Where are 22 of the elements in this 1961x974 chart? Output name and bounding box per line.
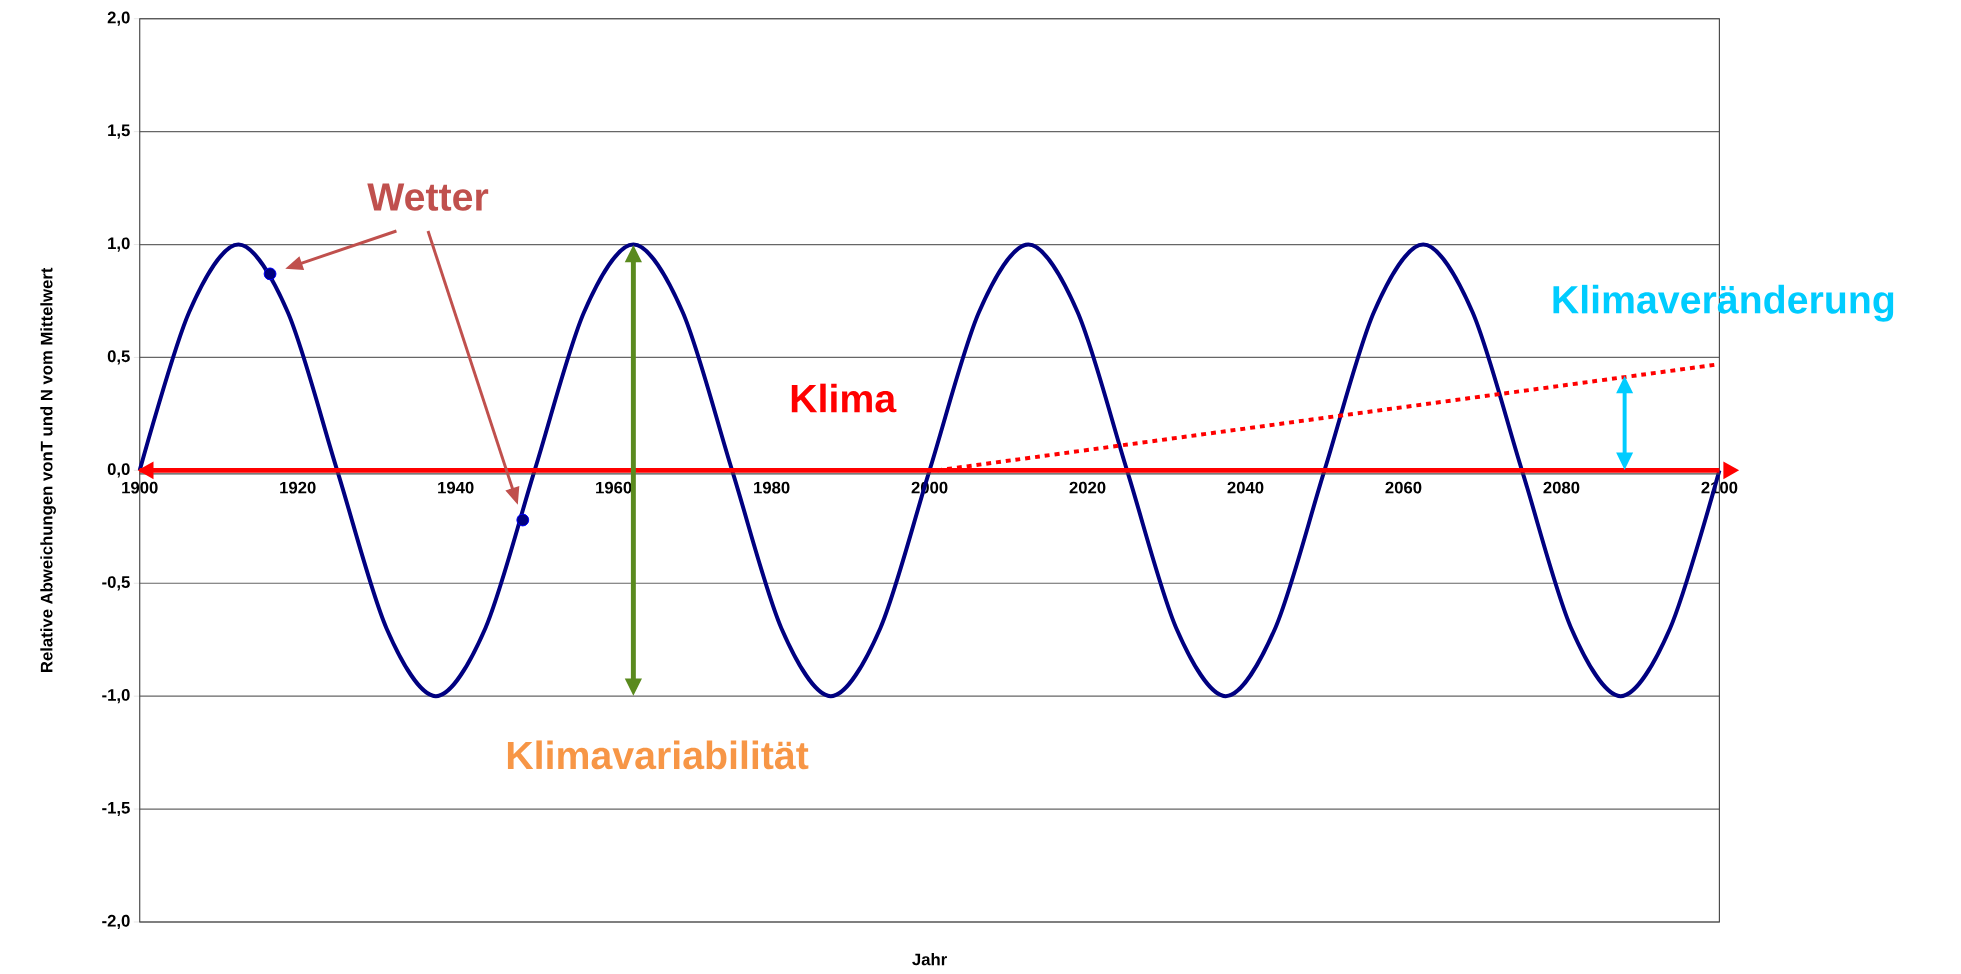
y-tick-label: -2,0	[102, 914, 130, 929]
y-tick-label: -0,5	[102, 576, 130, 591]
annotation: Klimavariabilität	[507, 740, 809, 770]
x-tick-label: 2060	[1385, 481, 1422, 494]
ref-line-label: Klima	[791, 383, 897, 413]
y-tick-label: 2,0	[107, 11, 130, 26]
y-tick-label: 0,0	[107, 463, 130, 478]
x-tick-label: 2080	[1543, 481, 1580, 494]
x-tick-label: 1920	[280, 481, 316, 494]
y-axis-title: Relative Abweichungen vonT und N vom Mittelwert	[40, 267, 56, 672]
x-axis-title: Jahr	[912, 952, 947, 966]
x-tick-label: 2040	[1227, 481, 1264, 494]
y-tick-label: -1,5	[102, 801, 130, 816]
x-tick-label: 1940	[438, 481, 474, 494]
y-tick-label: -1,0	[102, 688, 130, 704]
annotation: Wetter	[367, 183, 489, 211]
y-tick-label: 0,5	[107, 350, 130, 365]
y-tick-label: 1,0	[108, 237, 130, 252]
x-tick-label: 1980	[754, 481, 790, 494]
y-tick-label: 1,5	[108, 124, 130, 139]
x-tick-label: 1960	[596, 481, 632, 494]
x-tick-label: 2020	[1069, 481, 1106, 494]
